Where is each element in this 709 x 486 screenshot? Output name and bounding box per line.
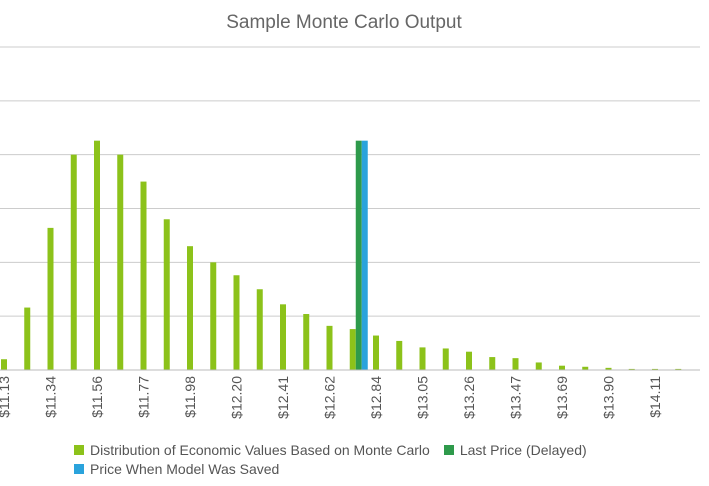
- distribution-bar: [187, 246, 193, 370]
- legend-row-1: Distribution of Economic Values Based on…: [74, 440, 601, 459]
- distribution-bar: [1, 359, 7, 370]
- legend: Distribution of Economic Values Based on…: [74, 440, 601, 478]
- gridlines: [0, 46, 700, 317]
- x-tick-label: $12.62: [322, 376, 338, 419]
- x-tick-label: $14.11: [647, 376, 663, 418]
- legend-swatch-saved-price: [74, 463, 84, 474]
- distribution-bar: [70, 154, 77, 370]
- distribution-bar: [280, 304, 286, 370]
- distribution-bar: [373, 335, 379, 370]
- legend-item-saved-price[interactable]: Price When Model Was Saved: [74, 461, 279, 477]
- legend-item-distribution[interactable]: Distribution of Economic Values Based on…: [74, 442, 430, 458]
- distribution-bar: [628, 368, 635, 370]
- legend-row-2: Price When Model Was Saved: [74, 459, 601, 478]
- x-tick-labels: $11.13 $11.34 $11.56 $11.77 $11.98 $12.20 $12.…: [0, 376, 663, 419]
- distribution-bar: [210, 262, 217, 370]
- distribution-bar: [512, 358, 519, 370]
- distribution-bar: [605, 367, 612, 370]
- legend-swatch-distribution: [74, 444, 84, 455]
- distribution-bar: [94, 140, 100, 370]
- distribution-bar: [24, 307, 31, 370]
- distribution-bar: [256, 289, 263, 370]
- distribution-bar: [117, 154, 124, 370]
- saved-price-bar: [361, 140, 368, 370]
- x-tick-label: $11.77: [136, 376, 152, 418]
- distribution-bar: [535, 362, 542, 370]
- legend-label-distribution: Distribution of Economic Values Based on…: [90, 441, 430, 458]
- distribution-bar: [349, 329, 356, 370]
- x-tick-label: $11.34: [43, 376, 59, 418]
- x-tick-label: $13.05: [415, 376, 431, 419]
- distribution-bar: [396, 340, 403, 370]
- distribution-bar: [489, 357, 496, 370]
- x-tick-label: $11.56: [89, 376, 105, 418]
- x-tick-label: $11.13: [0, 376, 12, 418]
- distribution-bar: [47, 227, 54, 370]
- x-tick-label: $12.20: [229, 376, 245, 419]
- x-tick-label: $12.41: [275, 376, 291, 419]
- distribution-bar: [466, 351, 472, 370]
- legend-label-last-price: Last Price (Delayed): [459, 441, 587, 458]
- distribution-bar: [652, 368, 658, 370]
- legend-label-saved-price: Price When Model Was Saved: [90, 460, 280, 477]
- x-tick-label: $12.84: [368, 376, 384, 419]
- distribution-bar: [442, 348, 449, 370]
- last-price-bar: [355, 140, 362, 370]
- legend-swatch-last-price: [443, 444, 454, 455]
- distribution-bar: [419, 347, 426, 370]
- distribution-bar: [559, 365, 565, 370]
- x-tick-label: $11.98: [182, 376, 198, 418]
- distribution-bar: [233, 275, 240, 370]
- x-tick-label: $13.26: [461, 376, 477, 419]
- distribution-bar: [675, 368, 682, 370]
- distribution-bar: [582, 366, 589, 370]
- x-tick-label: $13.90: [601, 376, 617, 419]
- bars: [1, 140, 682, 370]
- distribution-bar: [303, 314, 310, 370]
- x-tick-label: $13.47: [508, 376, 524, 419]
- x-tick-label: $13.69: [554, 376, 570, 419]
- distribution-bar: [163, 219, 170, 370]
- distribution-bar: [326, 325, 333, 370]
- distribution-bar: [140, 181, 147, 370]
- legend-item-last-price[interactable]: Last Price (Delayed): [443, 441, 587, 458]
- price-markers: [355, 140, 368, 370]
- chart-title: Sample Monte Carlo Output: [226, 12, 462, 33]
